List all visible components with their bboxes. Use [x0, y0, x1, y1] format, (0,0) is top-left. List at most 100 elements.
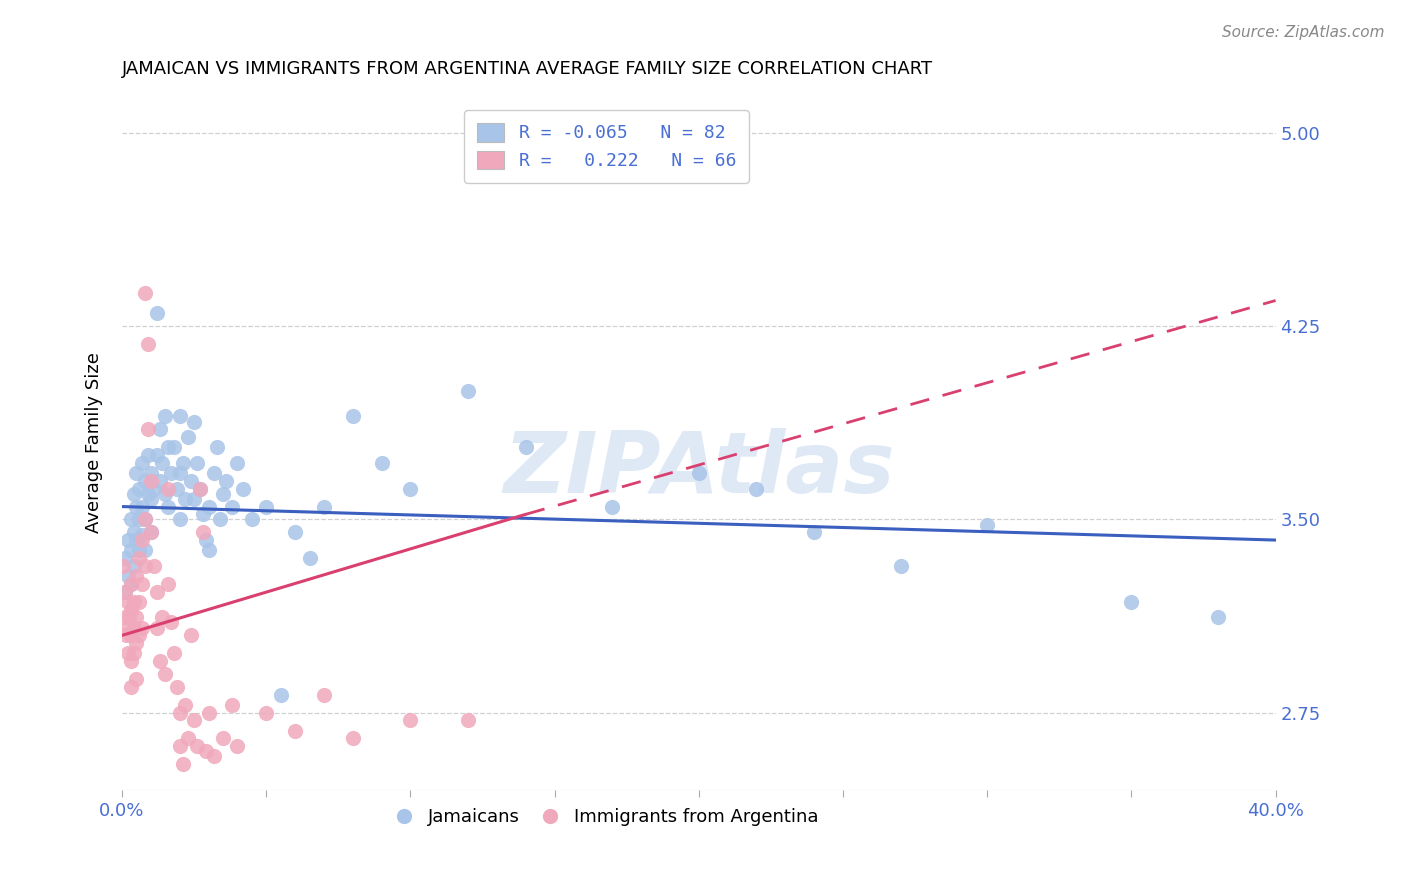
Point	[155, 667, 177, 681]
Point	[134, 512, 156, 526]
Point	[1121, 595, 1143, 609]
Point	[163, 647, 186, 661]
Point	[226, 739, 249, 753]
Point	[169, 466, 191, 480]
Point	[128, 628, 150, 642]
Point	[157, 500, 180, 514]
Point	[172, 757, 194, 772]
Point	[136, 422, 159, 436]
Point	[370, 456, 392, 470]
Point	[131, 621, 153, 635]
Point	[188, 482, 211, 496]
Point	[399, 482, 422, 496]
Point	[139, 525, 162, 540]
Point	[163, 440, 186, 454]
Point	[131, 533, 153, 547]
Point	[284, 723, 307, 738]
Point	[134, 512, 156, 526]
Point	[202, 466, 225, 480]
Point	[118, 610, 141, 624]
Point	[120, 577, 142, 591]
Point	[142, 482, 165, 496]
Point	[186, 739, 208, 753]
Point	[298, 551, 321, 566]
Point	[177, 731, 200, 746]
Point	[205, 440, 228, 454]
Point	[515, 440, 537, 454]
Point	[117, 621, 139, 635]
Point	[194, 533, 217, 547]
Point	[139, 474, 162, 488]
Point	[112, 558, 135, 573]
Point	[120, 602, 142, 616]
Point	[197, 706, 219, 720]
Point	[312, 500, 335, 514]
Point	[120, 543, 142, 558]
Point	[145, 584, 167, 599]
Point	[232, 482, 254, 496]
Text: JAMAICAN VS IMMIGRANTS FROM ARGENTINA AVERAGE FAMILY SIZE CORRELATION CHART: JAMAICAN VS IMMIGRANTS FROM ARGENTINA AV…	[122, 60, 934, 78]
Point	[342, 409, 364, 424]
Point	[221, 698, 243, 712]
Point	[191, 508, 214, 522]
Point	[169, 409, 191, 424]
Point	[134, 543, 156, 558]
Text: Source: ZipAtlas.com: Source: ZipAtlas.com	[1222, 25, 1385, 40]
Point	[117, 647, 139, 661]
Point	[169, 739, 191, 753]
Point	[174, 491, 197, 506]
Point	[131, 500, 153, 514]
Point	[139, 466, 162, 480]
Point	[145, 621, 167, 635]
Point	[139, 525, 162, 540]
Point	[125, 500, 148, 514]
Point	[188, 482, 211, 496]
Point	[145, 306, 167, 320]
Point	[183, 491, 205, 506]
Point	[114, 584, 136, 599]
Y-axis label: Average Family Size: Average Family Size	[86, 351, 103, 533]
Point	[803, 525, 825, 540]
Point	[125, 569, 148, 583]
Point	[212, 486, 235, 500]
Point	[122, 621, 145, 635]
Point	[312, 688, 335, 702]
Point	[180, 628, 202, 642]
Point	[600, 500, 623, 514]
Text: ZIPAtlas: ZIPAtlas	[503, 428, 894, 511]
Point	[157, 440, 180, 454]
Point	[186, 456, 208, 470]
Point	[166, 482, 188, 496]
Point	[191, 525, 214, 540]
Point	[125, 636, 148, 650]
Point	[342, 731, 364, 746]
Point	[180, 474, 202, 488]
Point	[745, 482, 768, 496]
Point	[120, 680, 142, 694]
Point	[134, 474, 156, 488]
Point	[120, 628, 142, 642]
Point	[122, 486, 145, 500]
Point	[114, 551, 136, 566]
Point	[128, 512, 150, 526]
Point	[160, 466, 183, 480]
Point	[131, 577, 153, 591]
Point	[155, 486, 177, 500]
Point	[148, 474, 170, 488]
Point	[209, 512, 232, 526]
Point	[212, 731, 235, 746]
Point	[134, 558, 156, 573]
Point	[270, 688, 292, 702]
Point	[120, 512, 142, 526]
Point	[457, 714, 479, 728]
Point	[148, 654, 170, 668]
Point	[169, 512, 191, 526]
Point	[114, 584, 136, 599]
Point	[177, 430, 200, 444]
Point	[128, 595, 150, 609]
Point	[142, 558, 165, 573]
Point	[120, 577, 142, 591]
Point	[125, 610, 148, 624]
Point	[240, 512, 263, 526]
Point	[399, 714, 422, 728]
